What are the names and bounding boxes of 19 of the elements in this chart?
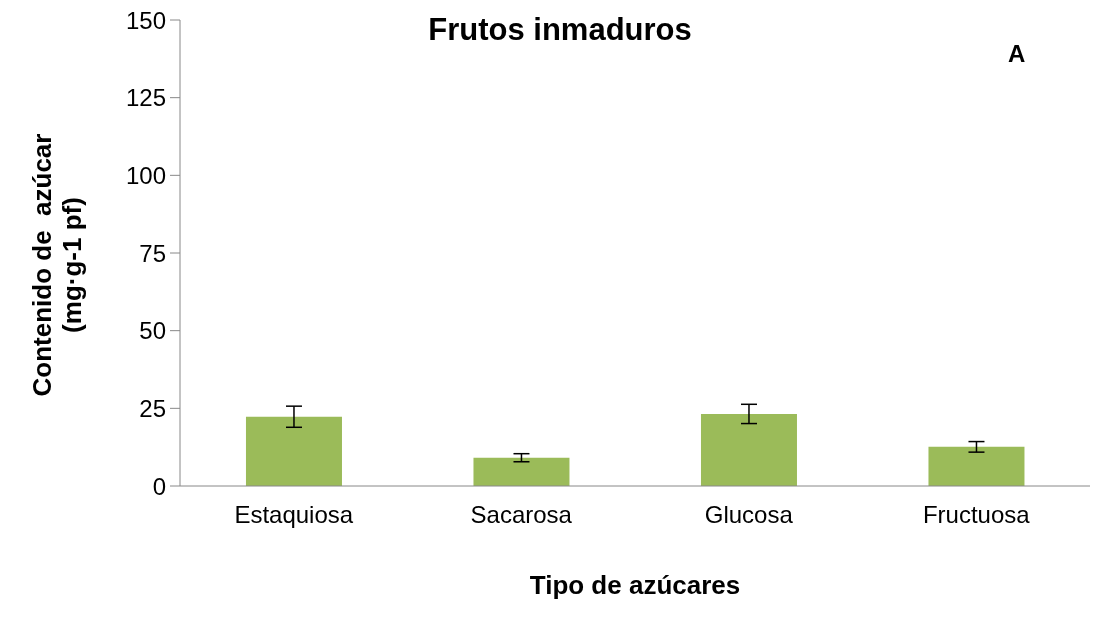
y-tick-label: 125 (125, 84, 166, 112)
y-axis-title: Contenido de azúcar (mg·g-1 pf) (27, 132, 87, 399)
x-axis-title: Tipo de azúcares (528, 569, 742, 601)
y-tick-label: 150 (125, 6, 166, 34)
bar (473, 457, 570, 486)
x-tick-label: Fructuosa (922, 501, 1031, 529)
y-tick-label: 0 (152, 472, 166, 500)
y-tick-label: 25 (139, 394, 166, 422)
y-tick-label: 50 (139, 317, 166, 345)
y-tick-label: 100 (125, 161, 166, 189)
x-tick-label: Sacarosa (470, 501, 573, 529)
x-tick-label: Estaquiosa (234, 501, 354, 529)
bar (245, 416, 342, 486)
annotation: A (1008, 40, 1026, 68)
x-tick-label: Glucosa (704, 501, 794, 529)
chart-title: Frutos inmaduros (427, 12, 693, 48)
y-tick-label: 75 (139, 239, 166, 267)
bar (928, 446, 1025, 486)
bar (700, 413, 797, 486)
